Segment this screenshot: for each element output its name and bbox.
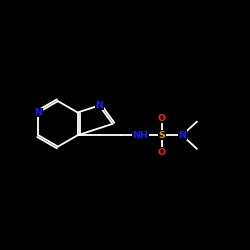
Text: N: N xyxy=(178,131,186,140)
Text: NH: NH xyxy=(132,131,148,140)
Text: O: O xyxy=(158,148,166,157)
Text: O: O xyxy=(158,114,166,123)
Text: S: S xyxy=(158,131,165,140)
Text: N: N xyxy=(95,101,103,110)
Text: N: N xyxy=(34,108,42,117)
